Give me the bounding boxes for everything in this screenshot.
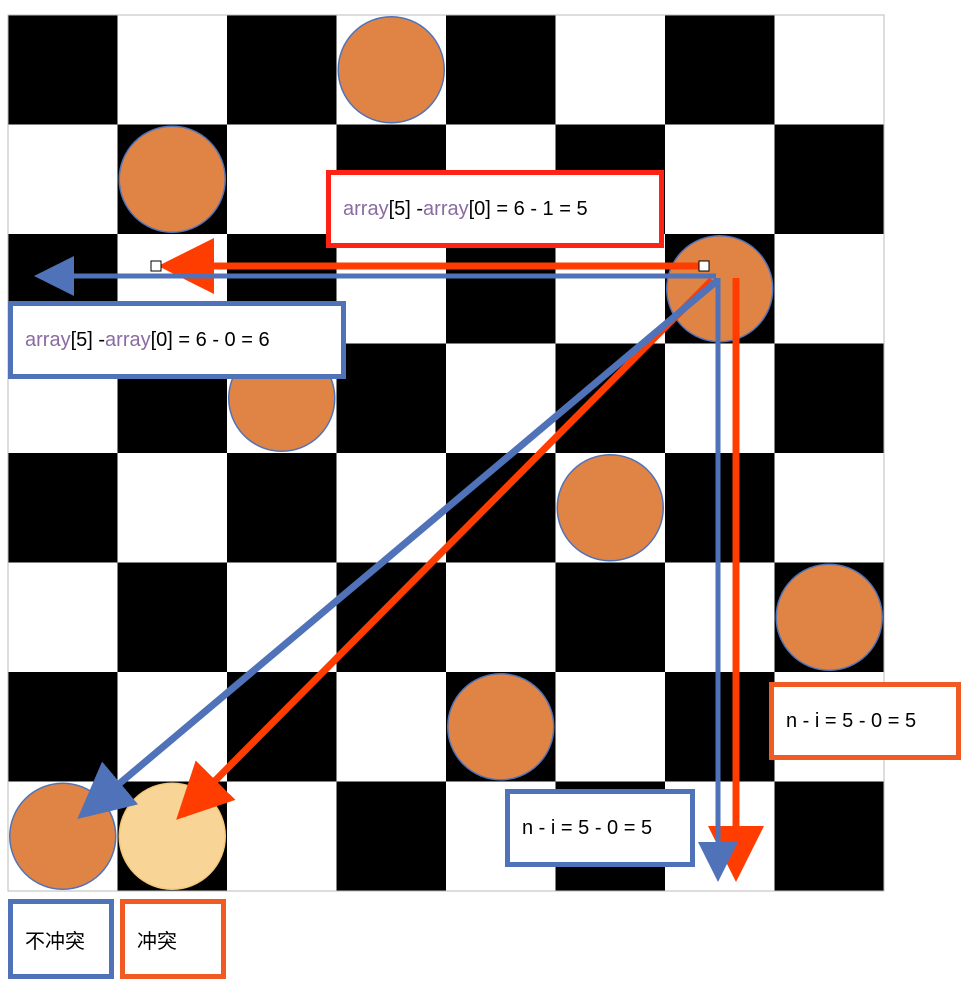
- equation-result: [0] = 6 - 1 = 5: [468, 197, 588, 220]
- board-square: [774, 234, 885, 344]
- board-square: [336, 343, 447, 454]
- queen: [337, 16, 445, 124]
- board-square: [336, 234, 447, 344]
- selection-handle-right: [698, 260, 710, 272]
- board-square: [555, 234, 666, 344]
- ni-text: n - i = 5 - 0 = 5: [786, 709, 917, 732]
- board-square: [227, 124, 337, 235]
- queen: [118, 125, 226, 233]
- legend-conflict-label: 冲突: [137, 930, 177, 953]
- board-square: [774, 124, 885, 235]
- board-square: [227, 781, 337, 892]
- board-square: [336, 453, 447, 563]
- board-square: [227, 15, 337, 125]
- array-index-1: [5] -: [70, 328, 106, 351]
- board-square: [336, 562, 447, 673]
- board-square: [446, 343, 556, 454]
- board-square: [117, 15, 228, 125]
- board-square: [117, 562, 228, 673]
- board-square: [8, 562, 118, 673]
- queen: [447, 673, 555, 781]
- board-square: [117, 453, 228, 563]
- selection-handle-left: [150, 260, 162, 272]
- array-index-1: [5] -: [388, 197, 424, 220]
- board-square: [555, 15, 666, 125]
- conflict-ni-equation: n - i = 5 - 0 = 5: [769, 682, 961, 760]
- board-square: [774, 343, 885, 454]
- board-square: [555, 672, 666, 782]
- board-square: [446, 234, 556, 344]
- board-square: [665, 124, 775, 235]
- no-conflict-ni-equation: n - i = 5 - 0 = 5: [505, 789, 695, 867]
- board-square: [774, 453, 885, 563]
- legend-no-conflict: 不冲突: [8, 899, 114, 979]
- board-square: [336, 672, 447, 782]
- array-fn-2: array: [105, 328, 151, 351]
- board-square: [8, 453, 118, 563]
- queen: [556, 454, 664, 562]
- queen: [775, 563, 883, 671]
- board-square: [446, 562, 556, 673]
- board-square: [227, 672, 337, 782]
- board-border: [7, 14, 885, 892]
- diagonal-no-conflict-equation: array [5] - array [0] = 6 - 0 = 6: [8, 301, 346, 379]
- candidate-queen: [118, 782, 226, 890]
- board-square: [665, 15, 775, 125]
- board-square: [117, 672, 228, 782]
- board-square: [774, 15, 885, 125]
- conflict-arrow-diagonal: [176, 277, 715, 820]
- equation-result: [0] = 6 - 0 = 6: [150, 328, 270, 351]
- array-fn-2: array: [423, 197, 469, 220]
- ni-text: n - i = 5 - 0 = 5: [522, 816, 653, 839]
- no-conflict-arrow-diagonal: [77, 277, 721, 820]
- array-fn-1: array: [343, 197, 389, 220]
- array-fn-1: array: [25, 328, 71, 351]
- board-square: [555, 562, 666, 673]
- board-square: [8, 124, 118, 235]
- board-square: [336, 781, 447, 892]
- board-square: [8, 672, 118, 782]
- legend-conflict: 冲突: [120, 899, 226, 979]
- legend-no-conflict-label: 不冲突: [25, 930, 85, 953]
- board-square: [8, 15, 118, 125]
- board-square: [446, 15, 556, 125]
- board-square: [446, 453, 556, 563]
- diagonal-conflict-equation: array [5] - array [0] = 6 - 1 = 5: [326, 170, 664, 248]
- board-square: [227, 453, 337, 563]
- board-square: [774, 781, 885, 892]
